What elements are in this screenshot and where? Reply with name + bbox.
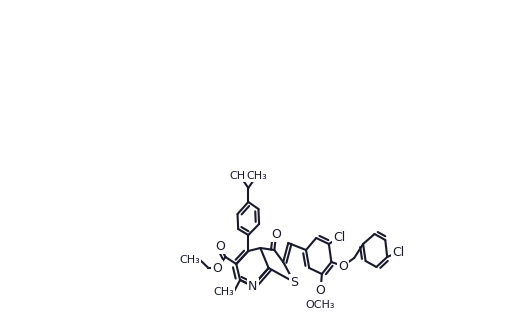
- Text: CH₃: CH₃: [246, 171, 267, 181]
- Text: CH₃: CH₃: [213, 287, 234, 297]
- Text: Cl: Cl: [334, 230, 346, 244]
- Text: Cl: Cl: [393, 246, 405, 259]
- Text: O: O: [271, 227, 281, 241]
- Text: OCH₃: OCH₃: [306, 300, 335, 310]
- Text: O: O: [338, 260, 348, 272]
- Text: S: S: [290, 275, 298, 289]
- Text: O: O: [215, 240, 225, 253]
- Text: N: N: [248, 279, 257, 293]
- Text: CH₃: CH₃: [230, 171, 251, 181]
- Text: O: O: [212, 261, 222, 274]
- Text: CH₃: CH₃: [180, 255, 200, 265]
- Text: O: O: [316, 283, 326, 297]
